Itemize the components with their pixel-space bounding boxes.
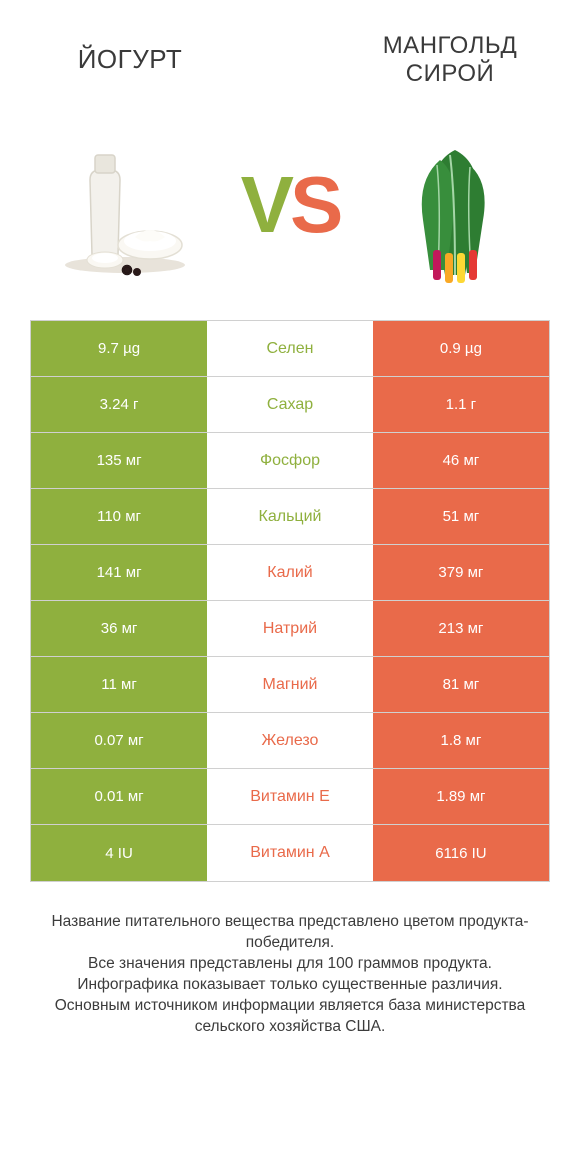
- left-food-title: ЙОГУРТ: [30, 45, 230, 75]
- table-row: 9.7 µgСелен0.9 µg: [31, 321, 549, 377]
- left-value-cell: 36 мг: [31, 601, 207, 656]
- nutrient-name-cell: Калий: [207, 545, 373, 600]
- table-row: 4 IUВитамин A6116 IU: [31, 825, 549, 881]
- footer-line: Основным источником информации является …: [40, 996, 540, 1038]
- right-value-cell: 46 мг: [373, 433, 549, 488]
- nutrient-name-cell: Селен: [207, 321, 373, 376]
- left-value-cell: 110 мг: [31, 489, 207, 544]
- table-row: 11 мгМагний81 мг: [31, 657, 549, 713]
- nutrient-name-cell: Витамин A: [207, 825, 373, 881]
- right-food-title: МАНГОЛЬД СИРОЙ: [350, 32, 550, 87]
- left-value-cell: 141 мг: [31, 545, 207, 600]
- header-row: ЙОГУРТ МАНГОЛЬД СИРОЙ: [30, 20, 550, 100]
- right-value-cell: 51 мг: [373, 489, 549, 544]
- footer-line: Инфографика показывает только существенн…: [40, 975, 540, 996]
- table-row: 3.24 гСахар1.1 г: [31, 377, 549, 433]
- right-value-cell: 1.8 мг: [373, 713, 549, 768]
- nutrient-name-cell: Железо: [207, 713, 373, 768]
- right-value-cell: 1.89 мг: [373, 769, 549, 824]
- chard-icon: [375, 125, 535, 285]
- infographic-container: ЙОГУРТ МАНГОЛЬД СИРОЙ VS: [0, 0, 580, 1048]
- nutrient-name-cell: Фосфор: [207, 433, 373, 488]
- footer-line: Название питательного вещества представл…: [40, 912, 540, 954]
- left-value-cell: 0.01 мг: [31, 769, 207, 824]
- nutrient-name-cell: Магний: [207, 657, 373, 712]
- comparison-table: 9.7 µgСелен0.9 µg3.24 гСахар1.1 г135 мгФ…: [30, 320, 550, 882]
- footer-line: Все значения представлены для 100 граммо…: [40, 954, 540, 975]
- left-value-cell: 3.24 г: [31, 377, 207, 432]
- nutrient-name-cell: Витамин E: [207, 769, 373, 824]
- table-row: 0.01 мгВитамин E1.89 мг: [31, 769, 549, 825]
- right-value-cell: 1.1 г: [373, 377, 549, 432]
- right-value-cell: 6116 IU: [373, 825, 549, 881]
- right-value-cell: 213 мг: [373, 601, 549, 656]
- left-value-cell: 0.07 мг: [31, 713, 207, 768]
- yogurt-illustration: [40, 120, 210, 290]
- chard-illustration: [370, 120, 540, 290]
- nutrient-name-cell: Натрий: [207, 601, 373, 656]
- left-value-cell: 4 IU: [31, 825, 207, 881]
- table-row: 110 мгКальций51 мг: [31, 489, 549, 545]
- images-row: VS: [30, 110, 550, 300]
- right-value-cell: 0.9 µg: [373, 321, 549, 376]
- vs-label: VS: [241, 159, 340, 251]
- nutrient-name-cell: Кальций: [207, 489, 373, 544]
- table-row: 0.07 мгЖелезо1.8 мг: [31, 713, 549, 769]
- left-value-cell: 9.7 µg: [31, 321, 207, 376]
- table-row: 135 мгФосфор46 мг: [31, 433, 549, 489]
- left-value-cell: 11 мг: [31, 657, 207, 712]
- right-value-cell: 379 мг: [373, 545, 549, 600]
- vs-v: V: [241, 160, 290, 249]
- left-value-cell: 135 мг: [31, 433, 207, 488]
- table-row: 36 мгНатрий213 мг: [31, 601, 549, 657]
- vs-s: S: [290, 160, 339, 249]
- yogurt-icon: [45, 125, 205, 285]
- right-value-cell: 81 мг: [373, 657, 549, 712]
- nutrient-name-cell: Сахар: [207, 377, 373, 432]
- table-row: 141 мгКалий379 мг: [31, 545, 549, 601]
- footer-note: Название питательного вещества представл…: [30, 912, 550, 1038]
